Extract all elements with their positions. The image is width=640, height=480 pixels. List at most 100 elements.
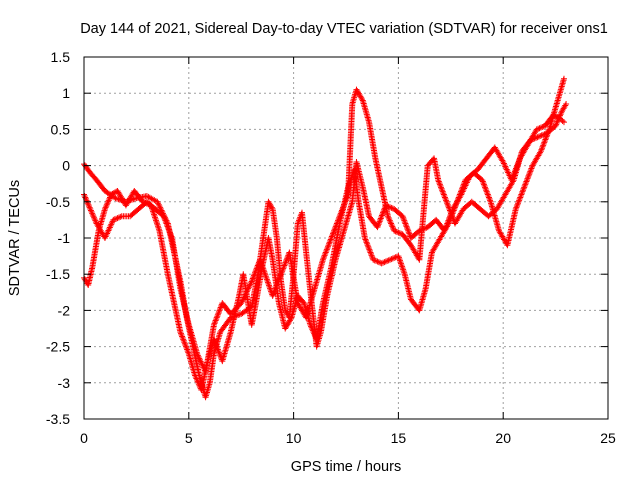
data-point-marker: [309, 326, 316, 333]
data-point-marker: [441, 193, 448, 200]
data-point-marker: [375, 221, 382, 228]
data-point-marker: [239, 297, 246, 304]
data-point-marker: [480, 181, 487, 188]
data-point-marker: [331, 226, 338, 233]
data-point-marker: [515, 198, 522, 205]
y-tick-label: 0.5: [51, 121, 71, 137]
data-point-marker: [369, 253, 376, 260]
data-point-marker: [438, 185, 445, 192]
data-point-marker: [453, 200, 460, 207]
data-point-marker: [376, 218, 383, 225]
data-point-marker: [487, 197, 494, 204]
data-point-marker: [287, 315, 294, 322]
data-point-marker: [275, 278, 282, 285]
data-point-marker: [400, 216, 407, 223]
data-point-marker: [269, 292, 276, 299]
data-point-marker: [443, 197, 450, 204]
data-point-marker: [87, 206, 94, 213]
data-point-marker: [335, 217, 342, 224]
data-point-marker: [254, 263, 261, 270]
data-point-marker: [486, 195, 493, 202]
data-point-marker: [324, 243, 331, 250]
data-point-marker: [340, 203, 347, 210]
data-point-marker: [246, 282, 253, 289]
data-point-marker: [184, 346, 191, 353]
data-point-marker: [361, 235, 368, 241]
data-point-marker: [526, 169, 533, 176]
data-point-marker: [323, 248, 330, 255]
data-point-marker: [449, 213, 456, 220]
data-point-marker: [559, 117, 566, 124]
data-point-marker: [277, 272, 284, 279]
data-point-marker: [398, 260, 405, 267]
data-point-marker: [454, 197, 461, 204]
data-point-marker: [552, 122, 559, 129]
data-point-marker: [251, 271, 258, 278]
data-point-marker: [374, 222, 381, 229]
data-point-marker: [399, 263, 406, 270]
data-point-marker: [131, 195, 138, 202]
data-point-marker: [192, 372, 199, 379]
data-point-marker: [283, 256, 290, 263]
data-point-marker: [183, 343, 190, 350]
data-point-marker: [455, 194, 462, 201]
data-point-marker: [537, 124, 544, 131]
data-point-marker: [106, 195, 113, 202]
data-point-marker: [528, 164, 535, 171]
data-point-marker: [280, 263, 287, 270]
data-point-marker: [194, 378, 201, 385]
data-point-marker: [300, 298, 307, 305]
data-point-marker: [537, 149, 544, 156]
data-point-marker: [485, 193, 492, 200]
data-point-marker: [562, 102, 569, 109]
data-point-marker: [405, 227, 412, 234]
data-point-marker: [435, 178, 442, 185]
data-point-marker: [343, 194, 350, 201]
data-point-marker: [327, 237, 334, 244]
data-point-marker: [108, 191, 115, 198]
data-point-marker: [157, 204, 164, 211]
data-point-marker: [178, 332, 185, 339]
data-point-marker: [160, 213, 167, 220]
data-point-marker: [401, 217, 408, 224]
data-point-marker: [435, 177, 442, 184]
data-point-marker: [440, 190, 447, 197]
data-point-marker: [110, 216, 117, 223]
data-point-marker: [326, 239, 333, 246]
data-point-marker: [527, 168, 534, 175]
data-point-marker: [555, 115, 562, 122]
data-point-marker: [365, 245, 372, 252]
data-point-marker: [115, 214, 122, 221]
data-point-marker: [482, 184, 489, 191]
data-point-marker: [216, 307, 223, 314]
data-point-marker: [376, 219, 383, 226]
data-point-marker: [446, 206, 453, 213]
data-point-marker: [482, 185, 489, 192]
data-point-marker: [279, 266, 286, 273]
data-point-marker: [155, 200, 162, 207]
y-tick-label: -0.5: [46, 194, 70, 210]
data-point-marker: [111, 216, 118, 223]
data-point-marker: [104, 200, 111, 207]
data-point-marker: [557, 112, 564, 119]
data-point-marker: [105, 197, 112, 204]
data-point-marker: [459, 185, 466, 192]
data-point-marker: [365, 243, 372, 250]
data-point-marker: [166, 227, 173, 234]
data-point-marker: [400, 214, 407, 221]
data-point-marker: [330, 230, 337, 237]
data-point-marker: [374, 258, 381, 265]
data-point-marker: [166, 229, 173, 236]
data-point-marker: [270, 291, 277, 298]
data-point-marker: [181, 339, 188, 346]
data-point-marker: [399, 265, 406, 272]
x-tick-label: 20: [495, 430, 511, 446]
data-point-marker: [262, 273, 269, 280]
data-point-marker: [213, 342, 220, 349]
data-point-marker: [527, 137, 534, 144]
data-point-marker: [553, 119, 560, 126]
data-point-marker: [518, 190, 525, 197]
data-point-marker: [212, 317, 219, 324]
data-point-marker: [264, 277, 271, 284]
data-point-marker: [479, 178, 486, 185]
